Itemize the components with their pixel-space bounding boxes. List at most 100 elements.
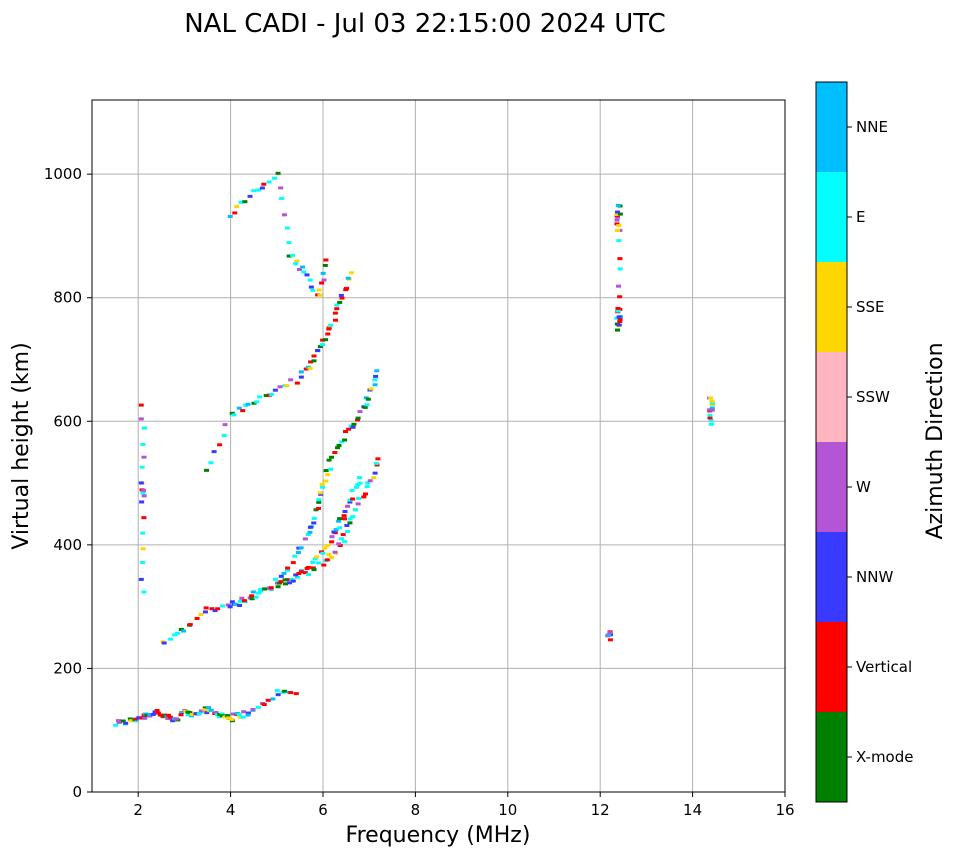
data-point bbox=[307, 366, 313, 370]
data-point bbox=[337, 526, 343, 530]
data-point bbox=[217, 443, 223, 447]
data-point bbox=[296, 267, 302, 271]
data-point bbox=[355, 483, 361, 487]
data-point bbox=[241, 599, 247, 603]
data-point bbox=[187, 711, 193, 715]
data-point bbox=[338, 537, 344, 541]
data-point bbox=[141, 590, 147, 594]
data-point bbox=[229, 411, 235, 415]
data-point bbox=[285, 566, 291, 570]
data-point bbox=[323, 469, 329, 473]
data-point bbox=[242, 200, 248, 204]
colorbar-tick-label: NNW bbox=[856, 568, 893, 586]
data-point bbox=[166, 713, 172, 717]
data-point bbox=[161, 641, 167, 645]
data-point bbox=[316, 498, 322, 502]
data-point bbox=[292, 554, 298, 558]
data-point bbox=[363, 492, 369, 496]
data-point bbox=[352, 508, 358, 512]
data-point bbox=[617, 267, 623, 271]
data-point bbox=[353, 485, 359, 489]
data-point bbox=[275, 171, 281, 175]
data-point bbox=[339, 440, 345, 444]
data-point bbox=[227, 214, 233, 218]
data-point bbox=[336, 542, 342, 546]
data-point bbox=[128, 719, 134, 723]
data-point bbox=[236, 406, 242, 410]
data-point bbox=[290, 561, 296, 565]
data-point bbox=[614, 218, 620, 222]
data-point bbox=[320, 485, 326, 489]
data-point bbox=[230, 712, 236, 716]
data-point bbox=[707, 413, 713, 417]
data-point bbox=[607, 631, 613, 635]
data-point bbox=[342, 540, 348, 544]
data-point bbox=[322, 263, 328, 267]
data-point bbox=[278, 186, 284, 190]
colorbar-tick-label: W bbox=[856, 478, 871, 496]
data-point bbox=[203, 606, 209, 610]
data-point bbox=[311, 359, 317, 363]
data-point bbox=[616, 284, 622, 288]
data-point bbox=[341, 517, 347, 521]
data-point bbox=[617, 295, 623, 299]
data-point bbox=[320, 338, 326, 342]
data-point bbox=[364, 403, 370, 407]
data-point bbox=[256, 188, 262, 192]
x-tick-label: 4 bbox=[226, 801, 236, 819]
data-point bbox=[283, 582, 289, 586]
data-point bbox=[116, 720, 122, 724]
data-point bbox=[357, 481, 363, 485]
data-point bbox=[709, 401, 715, 405]
data-point bbox=[373, 461, 379, 465]
data-point bbox=[351, 422, 357, 426]
data-point bbox=[229, 717, 235, 721]
data-point bbox=[257, 395, 263, 399]
data-point bbox=[202, 706, 208, 710]
data-point bbox=[345, 504, 351, 508]
data-point bbox=[614, 328, 620, 332]
data-point bbox=[155, 711, 161, 715]
data-point bbox=[372, 471, 378, 475]
data-point bbox=[308, 285, 314, 289]
data-point bbox=[258, 589, 264, 593]
colorbar-segment bbox=[816, 352, 847, 442]
data-point bbox=[168, 715, 174, 719]
data-point bbox=[708, 422, 714, 426]
data-point bbox=[255, 705, 261, 709]
data-point bbox=[294, 381, 300, 385]
data-point bbox=[139, 500, 145, 504]
x-tick-label: 16 bbox=[775, 801, 794, 819]
data-point bbox=[300, 265, 306, 269]
data-point bbox=[617, 212, 623, 216]
data-point bbox=[357, 476, 363, 480]
data-point bbox=[140, 560, 146, 564]
colorbar-tick-label: NNE bbox=[856, 118, 888, 136]
data-point bbox=[617, 317, 623, 321]
data-point bbox=[222, 715, 228, 719]
data-point bbox=[253, 595, 259, 599]
data-point bbox=[194, 616, 200, 620]
data-point bbox=[615, 210, 621, 214]
data-point bbox=[204, 711, 210, 715]
data-point bbox=[310, 566, 316, 570]
colorbar-segment bbox=[816, 442, 847, 532]
data-point bbox=[275, 585, 281, 589]
data-point bbox=[335, 446, 341, 450]
data-point bbox=[294, 259, 300, 263]
colorbar-tick-label: E bbox=[856, 208, 865, 226]
data-point bbox=[315, 348, 321, 352]
data-point bbox=[133, 717, 139, 721]
data-point bbox=[152, 710, 158, 714]
data-point bbox=[127, 717, 133, 721]
data-point bbox=[333, 318, 339, 322]
data-point bbox=[285, 578, 291, 582]
data-point bbox=[606, 633, 612, 637]
data-point bbox=[169, 717, 175, 721]
data-point bbox=[362, 405, 368, 409]
data-point bbox=[237, 715, 243, 719]
data-point bbox=[172, 633, 178, 637]
data-point bbox=[237, 604, 243, 608]
data-point bbox=[311, 521, 317, 525]
